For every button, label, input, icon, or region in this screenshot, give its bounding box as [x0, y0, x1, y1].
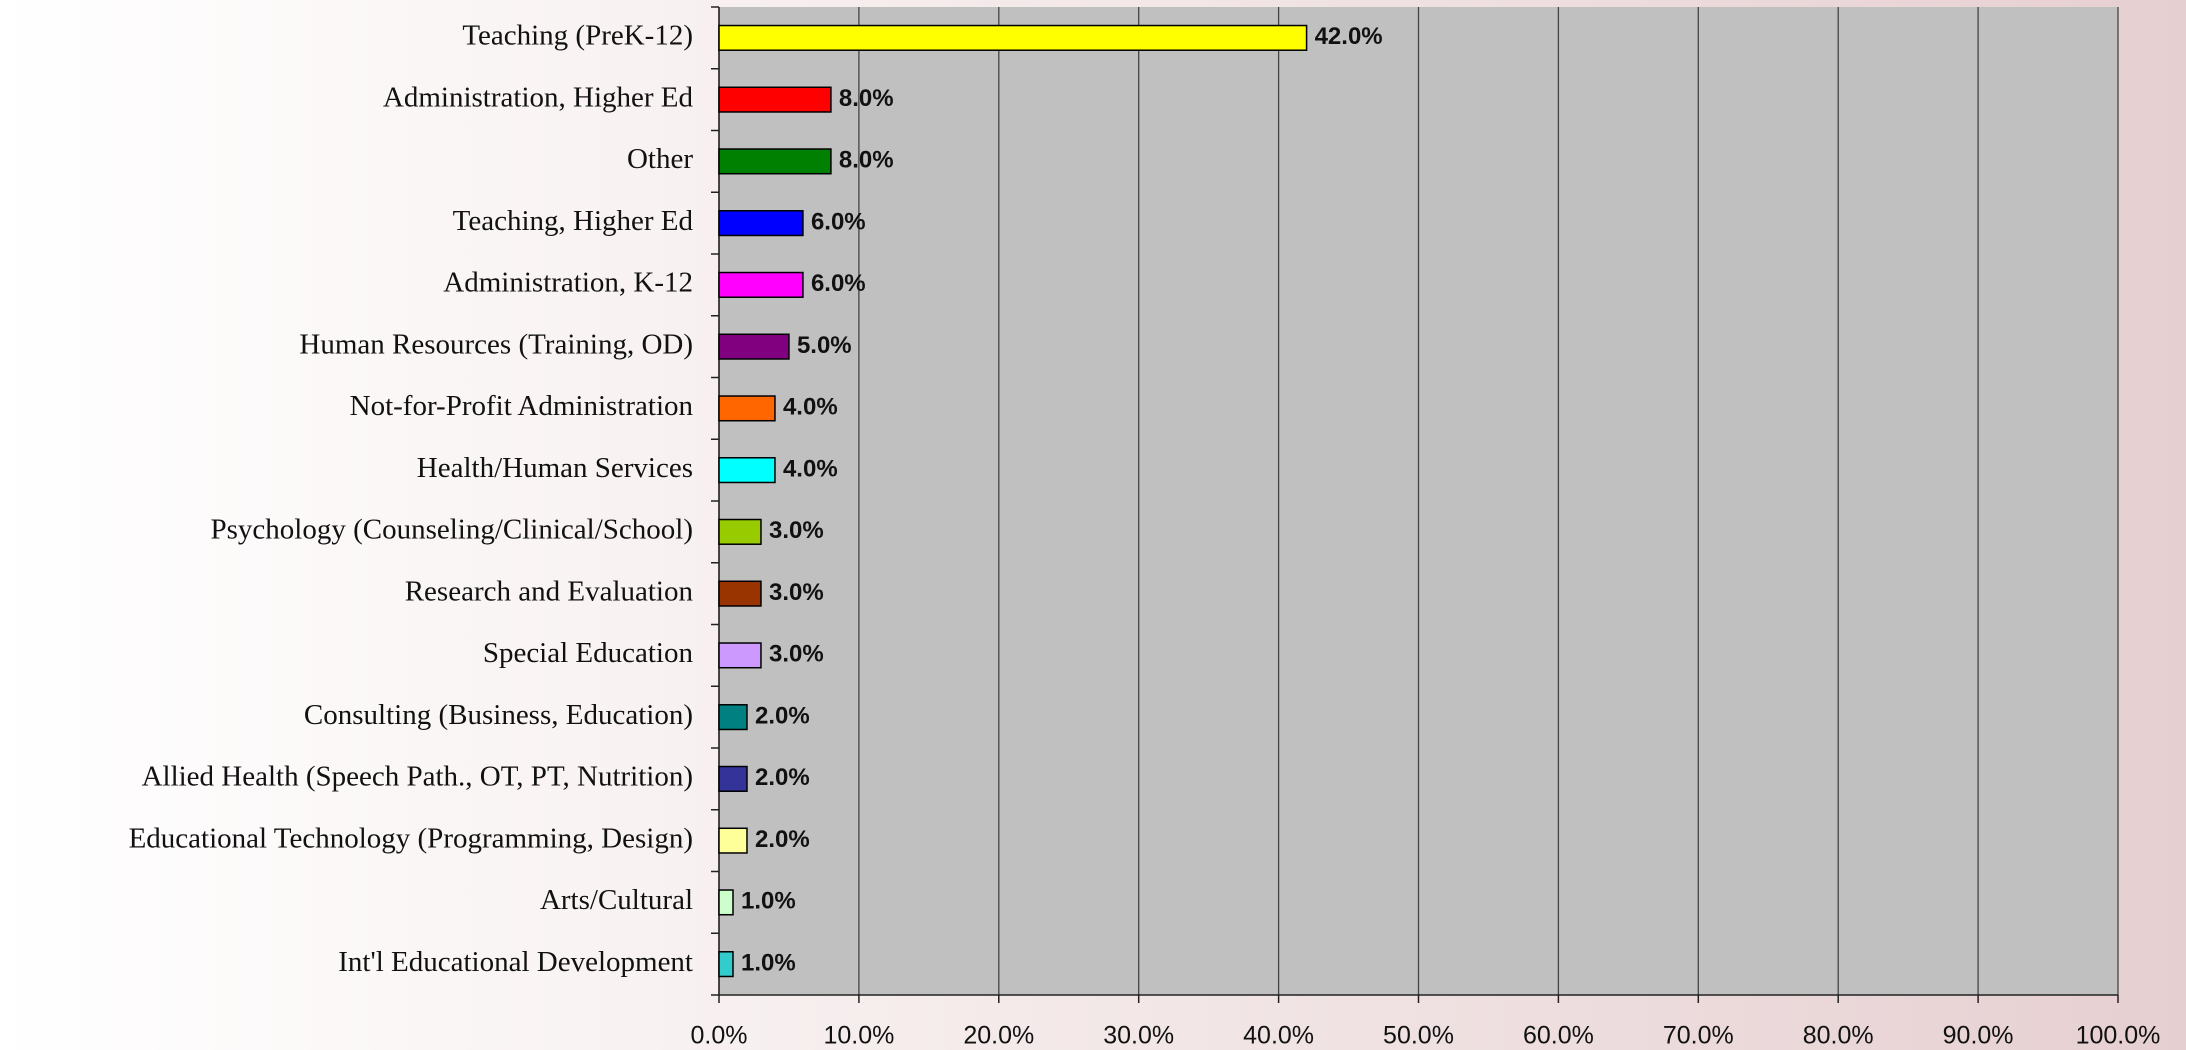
data-label: 6.0% — [811, 270, 866, 297]
bar — [718, 148, 832, 175]
x-tick-label: 50.0% — [1383, 1022, 1454, 1050]
x-tick-label: 30.0% — [1103, 1022, 1174, 1050]
bar — [718, 827, 748, 854]
data-label: 42.0% — [1315, 23, 1383, 50]
data-label: 3.0% — [769, 517, 824, 544]
bar — [718, 210, 804, 237]
y-tick-label: Administration, K-12 — [443, 267, 693, 299]
y-tick-label: Health/Human Services — [417, 452, 693, 484]
y-tick-label: Educational Technology (Programming, Des… — [129, 822, 693, 854]
bar — [718, 518, 762, 545]
data-label: 1.0% — [741, 949, 796, 976]
y-tick-label: Administration, Higher Ed — [383, 81, 694, 113]
data-label: 8.0% — [839, 147, 894, 174]
bar — [718, 642, 762, 669]
bar — [718, 333, 790, 360]
x-tick-label: 60.0% — [1523, 1022, 1594, 1050]
y-tick-label: Psychology (Counseling/Clinical/School) — [210, 514, 693, 546]
y-tick-label: Not-for-Profit Administration — [350, 390, 694, 422]
y-tick-label: Consulting (Business, Education) — [304, 699, 693, 731]
x-tick-label: 90.0% — [1943, 1022, 2014, 1050]
data-label: 5.0% — [797, 332, 852, 359]
y-tick-label: Arts/Cultural — [540, 884, 693, 916]
data-label: 4.0% — [783, 455, 838, 482]
bar — [718, 765, 748, 792]
y-tick-label: Allied Health (Speech Path., OT, PT, Nut… — [142, 761, 693, 793]
y-tick-label: Teaching, Higher Ed — [453, 205, 694, 237]
data-label: 2.0% — [755, 764, 810, 791]
data-label: 6.0% — [811, 208, 866, 235]
y-tick-label: Teaching (PreK-12) — [462, 20, 693, 52]
data-label: 3.0% — [769, 579, 824, 606]
data-label: 3.0% — [769, 641, 824, 668]
bar — [718, 580, 762, 607]
x-tick-label: 0.0% — [691, 1022, 748, 1050]
bar — [718, 395, 776, 422]
x-tick-label: 100.0% — [2076, 1022, 2161, 1050]
x-tick-label: 80.0% — [1803, 1022, 1874, 1050]
bar — [718, 457, 776, 484]
bar — [718, 24, 1308, 51]
y-tick-label: Special Education — [483, 637, 694, 669]
bar — [718, 951, 734, 978]
data-label: 2.0% — [755, 826, 810, 853]
bar — [718, 704, 748, 731]
bar — [718, 271, 804, 298]
y-tick-label: Other — [627, 143, 693, 175]
y-tick-label: Research and Evaluation — [405, 575, 694, 607]
bar — [718, 889, 734, 916]
x-tick-label: 10.0% — [823, 1022, 894, 1050]
x-tick-label: 70.0% — [1663, 1022, 1734, 1050]
x-tick-label: 20.0% — [963, 1022, 1034, 1050]
data-label: 4.0% — [783, 394, 838, 421]
y-tick-label: Human Resources (Training, OD) — [299, 328, 693, 360]
x-tick-label: 40.0% — [1243, 1022, 1314, 1050]
y-tick-label: Int'l Educational Development — [338, 946, 693, 978]
data-label: 1.0% — [741, 888, 796, 915]
data-label: 2.0% — [755, 702, 810, 729]
data-label: 8.0% — [839, 85, 894, 112]
bar — [718, 86, 832, 113]
